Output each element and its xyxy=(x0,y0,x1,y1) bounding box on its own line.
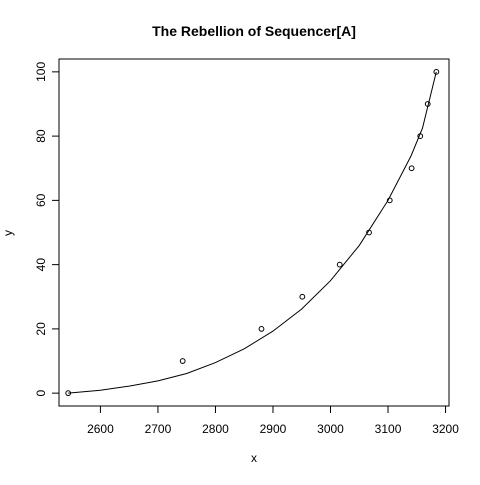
y-tick-label: 40 xyxy=(34,258,48,272)
points-layer xyxy=(65,68,440,397)
y-tick-label: 60 xyxy=(34,193,48,207)
x-tick-label: 2700 xyxy=(145,422,172,436)
data-point xyxy=(258,325,265,332)
axes-layer: 2600 2700 2800 2900 3000 3100 3200 0 20 40 60 80 100 xyxy=(34,62,459,436)
x-tick-label: 2800 xyxy=(202,422,229,436)
data-point xyxy=(433,68,440,75)
data-point xyxy=(299,293,306,300)
data-point xyxy=(179,358,186,364)
y-axis-label: y xyxy=(1,230,15,236)
data-point xyxy=(366,229,372,236)
data-point xyxy=(408,165,415,172)
y-tick-label: 20 xyxy=(34,322,48,336)
x-tick-label: 2600 xyxy=(87,422,114,436)
data-point xyxy=(65,390,72,397)
y-tick-label: 100 xyxy=(34,62,48,82)
data-point xyxy=(386,197,393,204)
x-tick-label: 3000 xyxy=(317,422,344,436)
x-tick-label: 3200 xyxy=(432,422,459,436)
x-axis-label: x xyxy=(251,451,257,465)
y-tick-label: 80 xyxy=(34,129,48,143)
x-tick-label: 2900 xyxy=(260,422,287,436)
x-tick-label: 3100 xyxy=(375,422,402,436)
data-point xyxy=(336,261,343,268)
data-point xyxy=(424,101,431,107)
chart-title: The Rebellion of Sequencer[A] xyxy=(152,23,356,39)
y-tick-label: 0 xyxy=(34,389,48,396)
data-point xyxy=(417,133,424,140)
fit-curve xyxy=(68,71,437,394)
curve-layer xyxy=(68,71,437,394)
